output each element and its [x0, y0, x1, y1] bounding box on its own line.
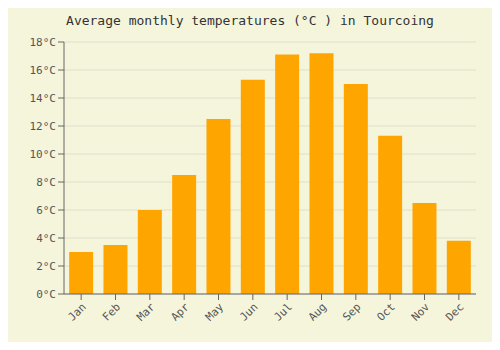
svg-text:Mar: Mar — [134, 300, 158, 324]
svg-text:10°C: 10°C — [30, 148, 57, 161]
svg-text:16°C: 16°C — [30, 64, 57, 77]
svg-text:Dec: Dec — [443, 300, 466, 323]
svg-text:0°C: 0°C — [36, 288, 56, 301]
svg-text:Apr: Apr — [169, 300, 193, 324]
svg-text:14°C: 14°C — [30, 92, 57, 105]
svg-text:Feb: Feb — [100, 300, 123, 323]
svg-text:May: May — [203, 300, 227, 324]
svg-text:18°C: 18°C — [30, 36, 57, 49]
svg-text:Sep: Sep — [340, 300, 363, 323]
svg-text:12°C: 12°C — [30, 120, 57, 133]
svg-text:Jun: Jun — [237, 300, 260, 323]
html-text:Average monthly temperatures (: Average monthly temperatures (°C ) in To… — [66, 13, 434, 28]
svg-text:Oct: Oct — [375, 300, 398, 323]
svg-text:Jan: Jan — [66, 300, 89, 323]
svg-text:2°C: 2°C — [36, 260, 56, 273]
svg-text:4°C: 4°C — [36, 232, 56, 245]
svg-text:6°C: 6°C — [36, 204, 56, 217]
svg-text:Jul: Jul — [272, 300, 295, 323]
svg-text:8°C: 8°C — [36, 176, 56, 189]
svg-text:Nov: Nov — [409, 300, 433, 324]
svg-text:Aug: Aug — [306, 300, 329, 323]
